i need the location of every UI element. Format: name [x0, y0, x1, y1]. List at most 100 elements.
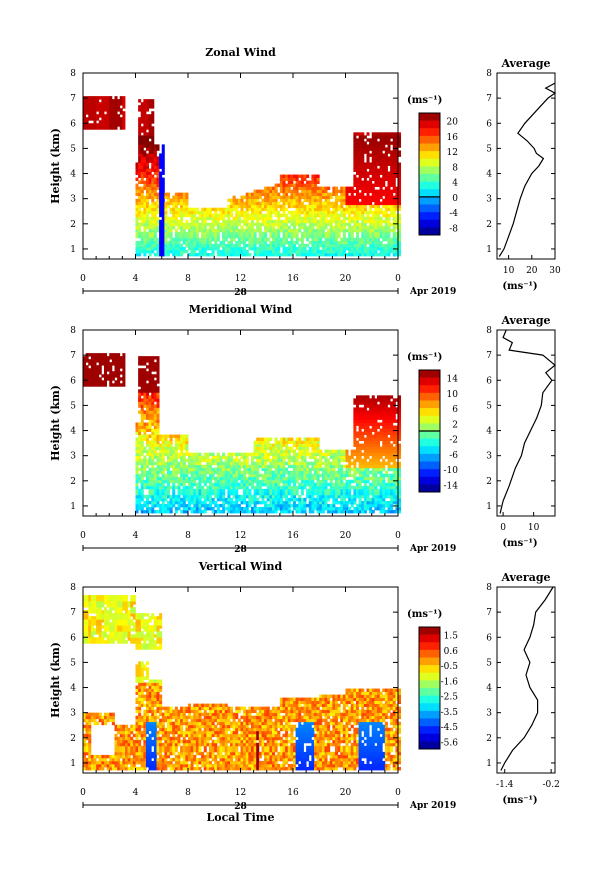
- heatmap-cell: [366, 416, 370, 420]
- heatmap-cell: [237, 213, 241, 218]
- heatmap-cell: [140, 135, 144, 139]
- heatmap-cell: [282, 177, 286, 181]
- heatmap-cell: [256, 204, 260, 209]
- heatmap-cell: [382, 183, 386, 188]
- heatmap-cell: [90, 353, 94, 357]
- heatmap-cell: [195, 252, 199, 257]
- heatmap-cell: [169, 198, 173, 203]
- heatmap-cell: [153, 186, 157, 191]
- heatmap-cell: [230, 252, 234, 257]
- heatmap-cell: [256, 506, 260, 511]
- heatmap-cell: [253, 497, 257, 502]
- heatmap-cell: [324, 506, 328, 511]
- heatmap-cell: [377, 210, 381, 215]
- heatmap-cell: [135, 503, 139, 508]
- heatmap-cell: [106, 120, 110, 124]
- heatmap-cell: [188, 455, 192, 460]
- heatmap-cell: [295, 198, 299, 203]
- heatmap-cell: [335, 234, 339, 239]
- heatmap-cell: [101, 353, 105, 357]
- heatmap-cell: [395, 204, 399, 209]
- heatmap-cell: [311, 464, 315, 469]
- heatmap-cell: [282, 189, 286, 194]
- heatmap-cell: [104, 117, 108, 121]
- heatmap-cell: [300, 237, 304, 242]
- heatmap-cell: [314, 231, 318, 236]
- heatmap-cell: [156, 162, 160, 166]
- heatmap-cell: [300, 467, 304, 472]
- heatmap-cell: [156, 395, 160, 399]
- heatmap-cell: [316, 470, 320, 475]
- heatmap-cell: [161, 210, 165, 215]
- heatmap-cell: [261, 494, 265, 499]
- heatmap-cell: [390, 198, 394, 203]
- heatmap-cell: [261, 246, 265, 251]
- heatmap-cell: [140, 503, 144, 508]
- heatmap-cell: [243, 216, 247, 221]
- heatmap-cell: [392, 210, 396, 215]
- heatmap-cell: [167, 222, 171, 227]
- colorbar-segment: [419, 181, 440, 190]
- heatmap-cell: [332, 213, 336, 218]
- heatmap-cell: [222, 228, 226, 233]
- heatmap-cell: [185, 506, 189, 511]
- heatmap-cell: [153, 368, 157, 372]
- heatmap-cell: [374, 174, 378, 178]
- heatmap-cell: [117, 117, 121, 121]
- heatmap-cell: [269, 488, 273, 493]
- heatmap-cell: [387, 228, 391, 233]
- heatmap-cell: [379, 231, 383, 236]
- heatmap-cell: [216, 485, 220, 490]
- heatmap-cell: [88, 102, 92, 106]
- heatmap-cell: [303, 467, 307, 472]
- heatmap-cell: [248, 243, 252, 248]
- heatmap-cell: [182, 470, 186, 475]
- heatmap-cell: [156, 416, 160, 420]
- heatmap-cell: [295, 461, 299, 466]
- heatmap-cell: [214, 494, 218, 499]
- heatmap-cell: [264, 488, 268, 493]
- heatmap-cell: [111, 111, 115, 115]
- heatmap-cell: [164, 449, 168, 454]
- heatmap-cell: [316, 506, 320, 511]
- heatmap-cell: [185, 488, 189, 493]
- heatmap-cell: [164, 497, 168, 502]
- heatmap-cell: [287, 506, 291, 511]
- heatmap-cell: [148, 362, 152, 366]
- heatmap-cell: [143, 108, 147, 112]
- heatmap-cell: [295, 491, 299, 496]
- heatmap-cell: [353, 141, 357, 145]
- heatmap-cell: [251, 494, 255, 499]
- heatmap-cell: [277, 455, 281, 460]
- heatmap-cell: [264, 252, 268, 257]
- heatmap-cell: [361, 204, 365, 209]
- heatmap-cell: [269, 192, 273, 197]
- heatmap-cell: [237, 452, 241, 457]
- heatmap-cell: [248, 494, 252, 499]
- heatmap-cell: [353, 473, 357, 478]
- heatmap-cell: [290, 491, 294, 496]
- heatmap-cell: [306, 437, 310, 441]
- heatmap-cell: [140, 156, 144, 160]
- heatmap-cell: [319, 464, 323, 469]
- heatmap-cell: [358, 213, 362, 218]
- heatmap-cell: [366, 216, 370, 221]
- heatmap-cell: [282, 503, 286, 508]
- heatmap-cell: [266, 488, 270, 493]
- heatmap-cell: [363, 147, 367, 151]
- heatmap-cell: [282, 488, 286, 493]
- heatmap-cell: [106, 111, 110, 115]
- heatmap-cell: [272, 237, 276, 242]
- heatmap-cell: [324, 479, 328, 484]
- heatmap-cell: [161, 198, 165, 203]
- heatmap-cell: [366, 485, 370, 490]
- heatmap-cell: [138, 225, 142, 230]
- heatmap-cell: [332, 234, 336, 239]
- heatmap-cell: [240, 494, 244, 499]
- heatmap-cell: [335, 500, 339, 505]
- heatmap-cell: [174, 506, 178, 511]
- heatmap-cell: [350, 192, 354, 197]
- heatmap-cell: [93, 383, 97, 387]
- heatmap-cell: [358, 171, 362, 175]
- heatmap-cell: [348, 458, 352, 463]
